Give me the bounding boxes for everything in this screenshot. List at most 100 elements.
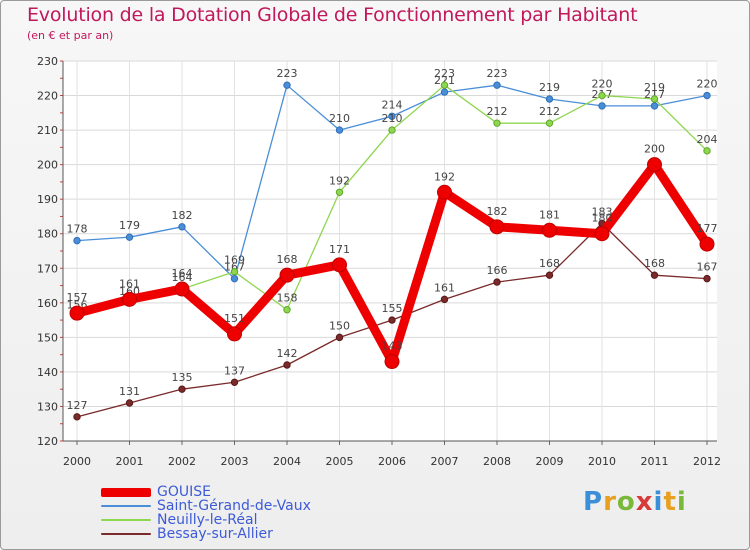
y-tick-label: 190 <box>37 193 58 206</box>
x-tick-label: 2005 <box>326 455 354 468</box>
data-label-saint-gerand-de-vaux: 167 <box>224 261 245 274</box>
data-point-neuilly-le-real <box>545 119 554 127</box>
data-point-gouise <box>647 157 662 173</box>
x-tick-label: 2006 <box>378 455 406 468</box>
data-label-neuilly-le-real: 164 <box>172 271 193 284</box>
x-tick-label: 2002 <box>168 455 196 468</box>
data-label-gouise: 192 <box>434 170 455 183</box>
y-tick-label: 170 <box>37 262 58 275</box>
data-point-gouise <box>227 326 242 342</box>
data-point-neuilly-le-real <box>230 268 239 276</box>
data-label-gouise: 164 <box>172 267 193 280</box>
data-label-bessay-sur-allier: 131 <box>119 385 140 398</box>
data-point-neuilly-le-real <box>335 188 344 196</box>
y-tick-label: 230 <box>37 55 58 68</box>
legend-label-saint-gerand: Saint-Gérand-de-Vaux <box>157 498 311 514</box>
data-label-saint-gerand-de-vaux: 178 <box>67 223 88 236</box>
data-label-bessay-sur-allier: 155 <box>382 302 403 315</box>
data-label-neuilly-le-real: 220 <box>592 78 613 91</box>
data-point-bessay-sur-allier <box>125 399 134 407</box>
data-point-bessay-sur-allier <box>650 271 659 279</box>
data-label-bessay-sur-allier: 168 <box>644 257 665 270</box>
data-label-gouise: 177 <box>697 222 718 235</box>
data-label-gouise: 180 <box>592 212 613 225</box>
data-label-bessay-sur-allier: 142 <box>277 347 298 360</box>
data-point-bessay-sur-allier <box>178 385 186 393</box>
data-point-neuilly-le-real <box>493 119 501 127</box>
legend-label-gouise: GOUISE <box>157 484 211 500</box>
x-tick-label: 2012 <box>693 455 721 468</box>
data-point-bessay-sur-allier <box>440 295 449 304</box>
data-label-saint-gerand-de-vaux: 223 <box>277 67 298 80</box>
x-tick-label: 2011 <box>641 455 669 468</box>
data-label-neuilly-le-real: 204 <box>697 133 718 146</box>
data-point-neuilly-le-real <box>650 95 659 103</box>
data-point-bessay-sur-allier <box>283 361 291 369</box>
data-point-saint-gerand-de-vaux <box>230 274 239 283</box>
data-label-saint-gerand-de-vaux: 219 <box>539 81 560 94</box>
data-label-saint-gerand-de-vaux: 223 <box>487 67 508 80</box>
data-label-bessay-sur-allier: 183 <box>592 205 613 218</box>
legend-label-neuilly: Neuilly-le-Réal <box>157 512 258 528</box>
data-point-saint-gerand-de-vaux <box>73 236 81 245</box>
data-point-bessay-sur-allier <box>388 316 396 324</box>
data-point-gouise <box>69 305 85 321</box>
plot-area <box>63 61 717 441</box>
legend-item-saint-gerand: Saint-Gérand-de-Vaux <box>101 499 311 513</box>
y-tick-label: 150 <box>37 331 58 344</box>
legend-label-bessay: Bessay-sur-Allier <box>157 526 273 542</box>
data-label-neuilly-le-real: 169 <box>224 254 245 267</box>
y-tick-label: 140 <box>37 366 58 379</box>
line-chart: 120 130 140 150 160 170 180 190 200 210 220 230 2000… <box>37 55 721 468</box>
legend-item-bessay: Bessay-sur-Allier <box>101 527 311 541</box>
x-tick-label: 2009 <box>536 455 564 468</box>
data-label-gouise: 143 <box>382 340 403 353</box>
data-label-gouise: 182 <box>487 205 508 218</box>
data-label-neuilly-le-real: 158 <box>277 292 298 305</box>
data-point-gouise <box>489 219 505 235</box>
data-point-neuilly-le-real <box>598 91 606 100</box>
proxiti-logo: Proxiti <box>583 487 687 517</box>
x-tick-label: 2004 <box>273 455 301 468</box>
data-label-saint-gerand-de-vaux: 210 <box>329 112 350 125</box>
data-point-gouise <box>437 184 452 200</box>
data-point-saint-gerand-de-vaux <box>440 88 449 96</box>
chart-title: Evolution de la Dotation Globale de Fonc… <box>27 4 638 26</box>
legend-swatch-bessay <box>101 533 151 535</box>
data-label-saint-gerand-de-vaux: 217 <box>644 88 665 101</box>
legend-item-neuilly: Neuilly-le-Réal <box>101 513 311 527</box>
x-tick-label: 2003 <box>221 455 249 468</box>
data-label-bessay-sur-allier: 127 <box>67 399 88 412</box>
data-label-bessay-sur-allier: 150 <box>329 319 350 332</box>
data-label-saint-gerand-de-vaux: 221 <box>434 74 455 87</box>
data-point-saint-gerand-de-vaux <box>545 95 554 103</box>
data-label-gouise: 161 <box>119 277 140 290</box>
data-label-bessay-sur-allier: 135 <box>172 371 193 384</box>
data-point-bessay-sur-allier <box>335 333 344 342</box>
data-label-gouise: 181 <box>539 208 560 221</box>
y-tick-label: 220 <box>37 90 58 103</box>
data-point-saint-gerand-de-vaux <box>703 91 711 100</box>
data-point-saint-gerand-de-vaux <box>598 102 606 110</box>
data-point-neuilly-le-real <box>388 126 396 134</box>
data-label-neuilly-le-real: 219 <box>644 81 665 94</box>
data-label-saint-gerand-de-vaux: 214 <box>382 98 403 111</box>
data-point-gouise <box>332 257 347 273</box>
data-point-saint-gerand-de-vaux <box>125 233 134 241</box>
data-point-gouise <box>594 226 610 242</box>
data-label-saint-gerand-de-vaux: 179 <box>119 219 140 232</box>
data-label-neuilly-le-real: 223 <box>434 67 455 80</box>
legend-swatch-saint-gerand <box>101 505 151 507</box>
data-point-gouise <box>699 236 715 252</box>
data-point-bessay-sur-allier <box>230 378 239 386</box>
data-label-bessay-sur-allier: 161 <box>434 281 455 294</box>
data-point-bessay-sur-allier <box>703 274 711 283</box>
data-label-gouise: 151 <box>224 312 245 325</box>
data-label-neuilly-le-real: 210 <box>382 112 403 125</box>
data-label-saint-gerand-de-vaux: 182 <box>172 209 193 222</box>
x-tick-label: 2001 <box>116 455 144 468</box>
data-point-bessay-sur-allier <box>545 271 554 279</box>
data-label-gouise: 157 <box>67 291 88 304</box>
data-point-saint-gerand-de-vaux <box>283 81 291 89</box>
data-label-bessay-sur-allier: 137 <box>224 364 245 377</box>
